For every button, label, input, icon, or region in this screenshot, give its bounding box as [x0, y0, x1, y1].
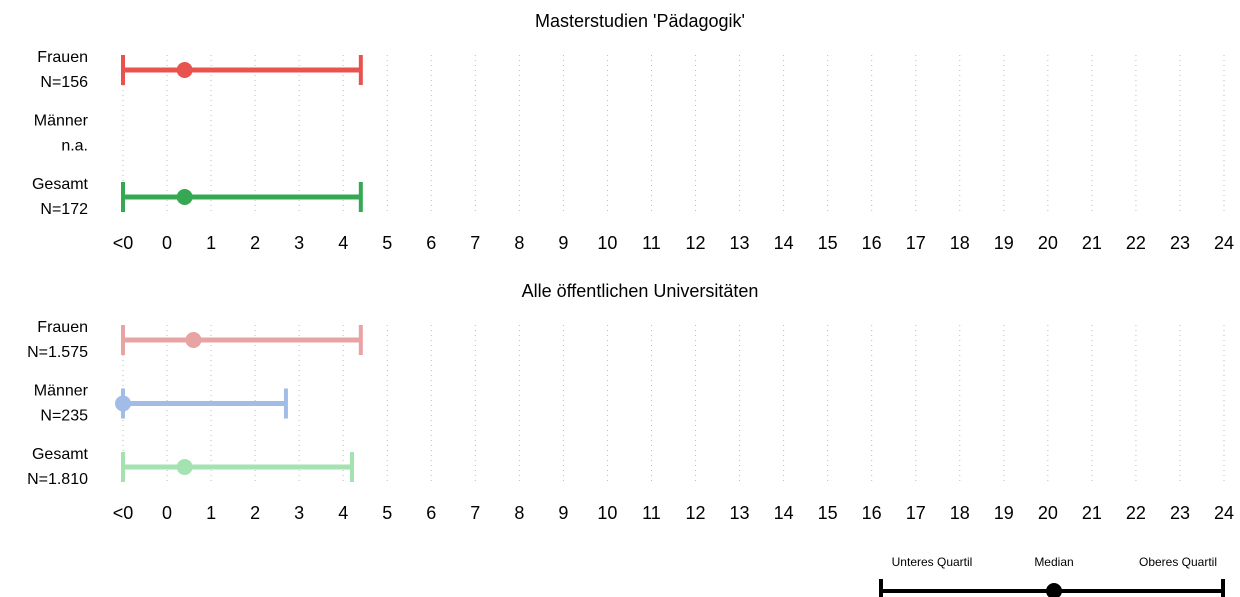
median [115, 395, 131, 412]
median [185, 332, 202, 348]
x-tick-label: 20 [1038, 503, 1058, 523]
x-tick-label: 10 [597, 233, 617, 253]
row-label: Gesamt [32, 176, 89, 193]
x-tick-label: 14 [774, 503, 794, 523]
x-tick-label: 14 [774, 233, 794, 253]
x-tick-label: 2 [250, 503, 260, 523]
x-tick-label: 16 [862, 233, 882, 253]
row-count: N=156 [40, 74, 88, 91]
row-label: Gesamt [32, 446, 89, 463]
x-tick-label: 21 [1082, 233, 1102, 253]
x-tick-label: 11 [642, 503, 661, 523]
x-tick-label: 22 [1126, 233, 1146, 253]
row-count: N=1.810 [27, 471, 88, 488]
median [176, 189, 193, 205]
x-tick-label: 8 [514, 233, 524, 253]
x-tick-label: 16 [862, 503, 882, 523]
legend-dot [1046, 583, 1062, 597]
median [176, 459, 193, 475]
chart-title: Masterstudien 'Pädagogik' [535, 11, 745, 31]
x-tick-label: 9 [558, 503, 568, 523]
row-count: N=1.575 [27, 344, 88, 361]
chart-title: Alle öffentlichen Universitäten [522, 281, 759, 301]
x-tick-label: 23 [1170, 233, 1190, 253]
x-tick-label: 21 [1082, 503, 1102, 523]
x-tick-label: 1 [206, 503, 216, 523]
legend-label: Oberes Quartil [1139, 555, 1217, 569]
x-tick-label: 12 [686, 503, 706, 523]
x-tick-label: 4 [338, 233, 348, 253]
row-count: N=235 [40, 408, 88, 425]
x-tick-label: <0 [113, 233, 134, 253]
x-tick-label: 18 [950, 503, 970, 523]
x-tick-label: 22 [1126, 503, 1146, 523]
row-count: N=172 [40, 201, 88, 218]
x-tick-label: 0 [162, 233, 172, 253]
row-label: Männer [34, 113, 89, 130]
x-tick-label: 6 [426, 233, 436, 253]
x-tick-label: 3 [294, 503, 304, 523]
x-tick-label: 17 [906, 503, 926, 523]
row-label: Männer [34, 383, 89, 400]
x-tick-label: 13 [730, 233, 750, 253]
legend: Unteres Quartil Median Oberes Quartil [879, 555, 1225, 597]
row-label: Frauen [37, 319, 88, 336]
x-tick-label: 23 [1170, 503, 1190, 523]
x-tick-label: 24 [1214, 233, 1234, 253]
x-tick-label: 2 [250, 233, 260, 253]
row-label: Frauen [37, 49, 88, 66]
x-tick-label: 3 [294, 233, 304, 253]
x-tick-label: 5 [382, 503, 392, 523]
x-tick-label: 24 [1214, 503, 1234, 523]
x-tick-label: 5 [382, 233, 392, 253]
legend-label: Unteres Quartil [892, 555, 973, 569]
x-tick-label: 8 [514, 503, 524, 523]
x-tick-label: 13 [730, 503, 750, 523]
x-tick-label: 19 [994, 503, 1014, 523]
x-tick-label: 20 [1038, 233, 1058, 253]
x-tick-label: 9 [558, 233, 568, 253]
x-tick-label: 17 [906, 233, 926, 253]
x-tick-label: 19 [994, 233, 1014, 253]
x-tick-label: 15 [818, 233, 838, 253]
median [176, 62, 193, 78]
x-tick-label: 0 [162, 503, 172, 523]
x-tick-label: 4 [338, 503, 348, 523]
x-tick-label: <0 [113, 503, 134, 523]
row-count: n.a. [61, 138, 88, 155]
x-tick-label: 18 [950, 233, 970, 253]
x-tick-label: 15 [818, 503, 838, 523]
x-tick-label: 7 [470, 503, 480, 523]
x-tick-label: 6 [426, 503, 436, 523]
x-tick-label: 7 [470, 233, 480, 253]
x-tick-label: 10 [597, 503, 617, 523]
x-tick-label: 12 [686, 233, 706, 253]
x-tick-label: 11 [642, 233, 661, 253]
legend-label: Median [1034, 555, 1073, 569]
x-tick-label: 1 [206, 233, 216, 253]
